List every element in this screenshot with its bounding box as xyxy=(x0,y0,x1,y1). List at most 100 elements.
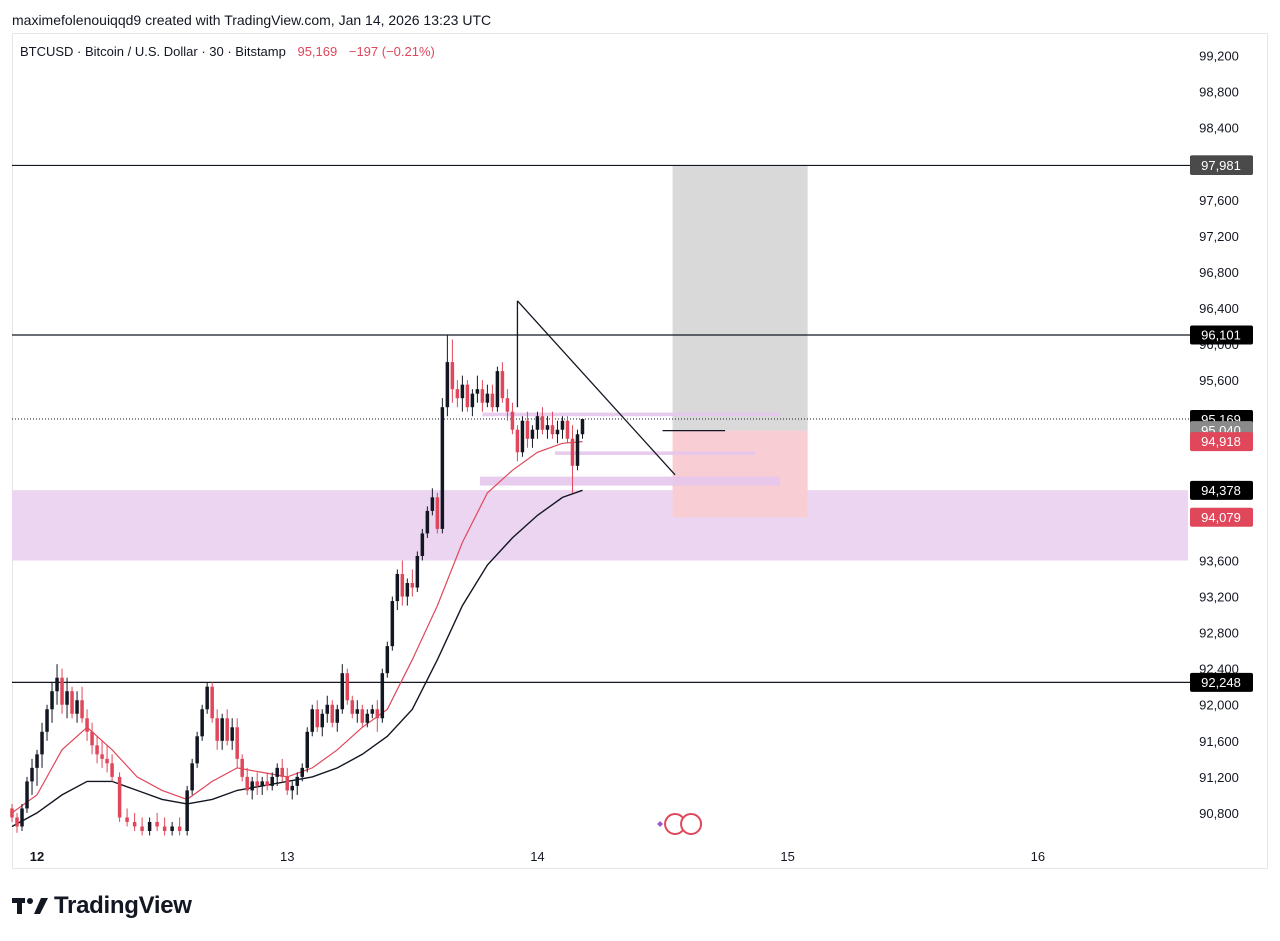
candle-body xyxy=(370,709,375,714)
candle-body xyxy=(500,371,505,399)
candle-38 xyxy=(225,709,229,746)
candle-body xyxy=(485,393,490,403)
candle-73 xyxy=(400,560,405,606)
candle-body xyxy=(245,776,249,791)
candle-88 xyxy=(475,375,480,403)
candle-body xyxy=(260,781,264,786)
candle-17 xyxy=(95,736,99,764)
candle-body xyxy=(450,362,455,390)
candle-body xyxy=(275,767,279,777)
candle-body xyxy=(250,781,254,791)
candle-body xyxy=(310,709,315,732)
candle-56 xyxy=(315,700,320,732)
candle-0 xyxy=(10,803,14,822)
ema-slow-line xyxy=(11,489,583,828)
candle-76 xyxy=(415,551,420,593)
candle-95 xyxy=(510,402,515,435)
candle-10 xyxy=(60,668,64,714)
candle-62 xyxy=(345,668,350,705)
candle-body xyxy=(540,416,545,430)
candle-body xyxy=(565,420,570,439)
candle-body xyxy=(455,389,460,399)
x-tick-label: 16 xyxy=(1031,849,1045,864)
chart-caption: maximefolenouiqqd9 created with TradingV… xyxy=(12,12,492,28)
candle-34 xyxy=(205,682,209,714)
candle-body xyxy=(20,808,24,827)
candle-body xyxy=(10,808,14,818)
candle-body xyxy=(70,691,74,714)
candle-51 xyxy=(290,781,294,800)
candle-body xyxy=(235,727,239,759)
price-label-bg xyxy=(1190,432,1253,452)
candle-body xyxy=(65,691,69,705)
candle-87 xyxy=(470,389,475,417)
candle-body xyxy=(190,763,194,791)
candle-body xyxy=(35,754,39,768)
candle-body xyxy=(390,601,395,647)
candle-14 xyxy=(80,686,84,723)
y-tick-label: 92,800 xyxy=(1199,626,1239,641)
candle-107 xyxy=(570,425,575,493)
y-tick-label: 91,200 xyxy=(1199,770,1239,785)
candle-body xyxy=(230,727,234,741)
candle-body xyxy=(177,826,182,831)
candle-body xyxy=(220,718,224,741)
candle-44 xyxy=(255,772,259,795)
candle-18 xyxy=(100,740,104,768)
candle-body xyxy=(125,817,129,822)
legend-symbol[interactable]: BTCUSD · Bitcoin / U.S. Dollar · 30 · Bi… xyxy=(20,44,286,59)
candle-60 xyxy=(335,704,340,732)
candle-body xyxy=(95,745,99,755)
candle-47 xyxy=(270,772,274,791)
price-label-bg xyxy=(1190,507,1253,527)
candle-body xyxy=(345,673,350,701)
candle-46 xyxy=(265,772,269,791)
price-label-bg xyxy=(1190,480,1253,500)
candle-body xyxy=(195,736,199,764)
candle-67 xyxy=(370,704,375,719)
take-profit-zone xyxy=(672,165,808,431)
candle-body xyxy=(375,709,380,719)
candle-98 xyxy=(525,411,530,448)
y-tick-label: 98,400 xyxy=(1199,121,1239,136)
candle-97 xyxy=(520,416,525,457)
candle-72 xyxy=(395,569,400,611)
candle-24 xyxy=(140,817,144,836)
candle-body xyxy=(85,718,89,732)
candle-body xyxy=(45,709,49,732)
candle-84 xyxy=(455,380,460,408)
x-tick-label: 15 xyxy=(780,849,794,864)
candle-body xyxy=(25,781,29,809)
candle-77 xyxy=(420,528,425,561)
candle-body xyxy=(475,389,480,394)
candle-32 xyxy=(195,731,199,768)
candle-78 xyxy=(425,506,430,538)
y-tick-label: 93,600 xyxy=(1199,553,1239,568)
candle-body xyxy=(90,731,94,746)
candle-body xyxy=(225,718,229,741)
candle-79 xyxy=(430,488,435,516)
tradingview-logo[interactable]: TradingView xyxy=(12,892,192,920)
candle-body xyxy=(110,763,114,777)
y-tick-label: 99,200 xyxy=(1199,49,1239,64)
candle-body xyxy=(285,776,289,791)
legend-price: 95,169 xyxy=(297,44,338,59)
candle-body xyxy=(405,583,410,597)
candle-body xyxy=(15,817,19,827)
candle-68 xyxy=(375,700,380,732)
candle-body xyxy=(75,700,79,714)
candle-body xyxy=(325,704,330,714)
y-tick-label: 93,200 xyxy=(1199,590,1239,605)
candle-body xyxy=(335,709,340,723)
candle-48 xyxy=(275,763,279,786)
candle-body xyxy=(50,691,54,710)
candle-94 xyxy=(505,389,510,421)
candle-body xyxy=(560,420,565,430)
candle-body xyxy=(315,709,320,728)
candle-body xyxy=(520,420,525,453)
candle-body xyxy=(300,767,304,777)
candle-body xyxy=(200,709,204,737)
candle-2 xyxy=(20,803,24,831)
candle-69 xyxy=(380,668,385,723)
